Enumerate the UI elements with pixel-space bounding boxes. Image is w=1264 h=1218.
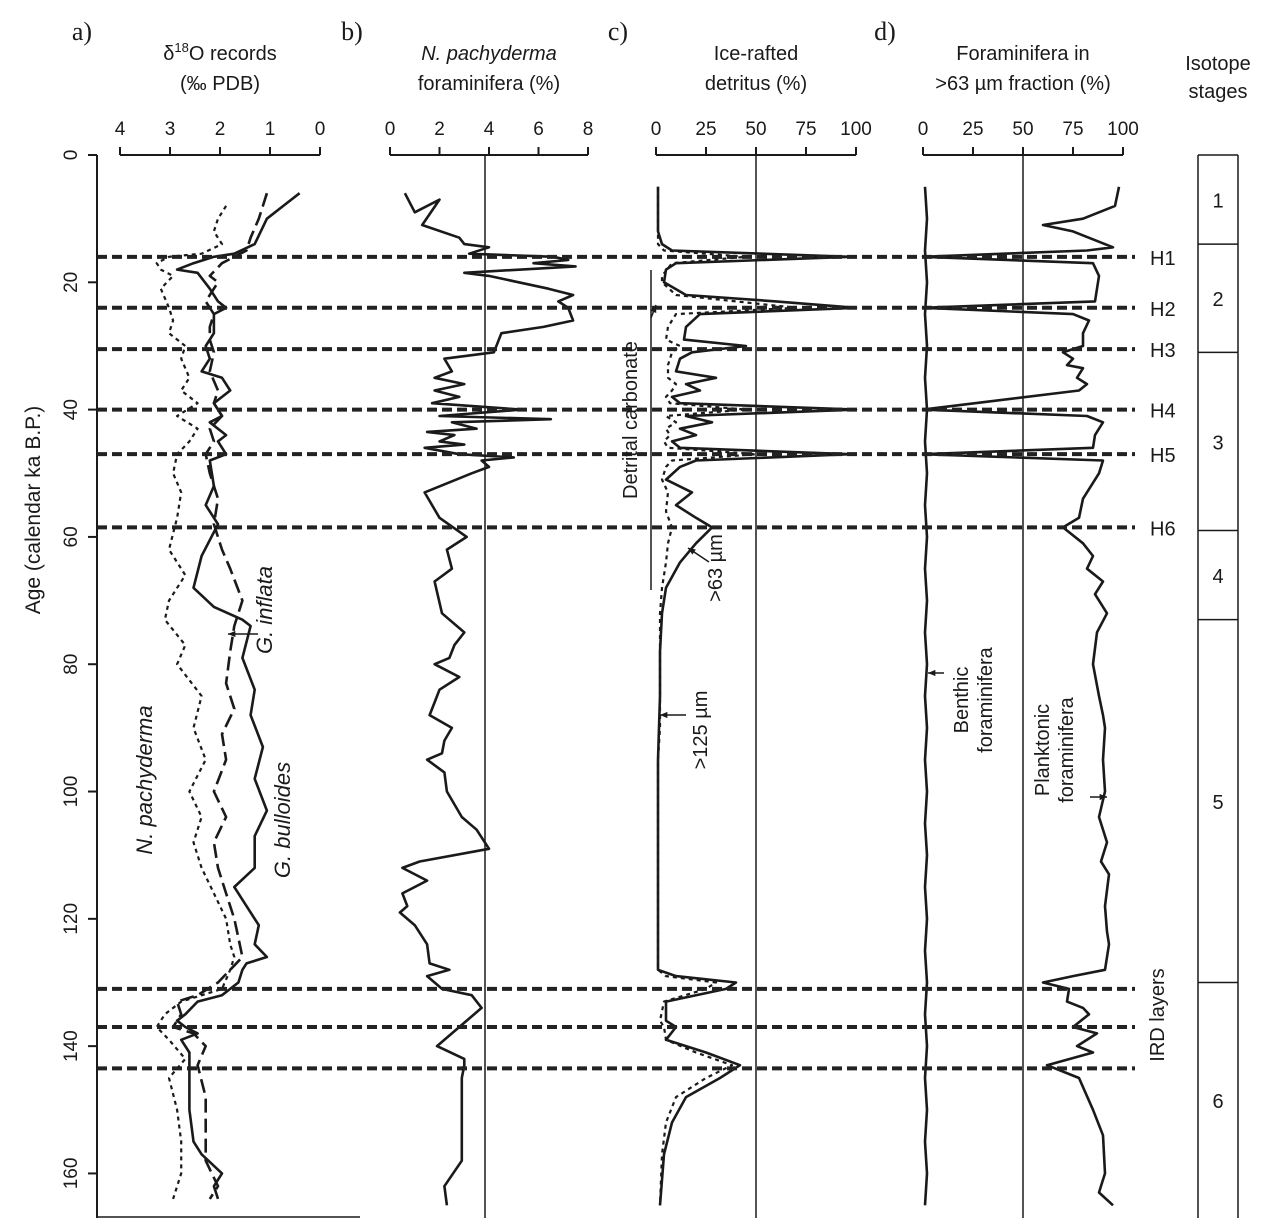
heinrich-label: H6	[1150, 518, 1176, 540]
panel-title-line1: Foraminifera in	[956, 43, 1089, 65]
label-g-inflata: G. inflata	[252, 566, 277, 654]
x-tick-label: 25	[962, 119, 983, 140]
x-tick-label: 0	[385, 119, 396, 140]
heinrich-label: H1	[1150, 248, 1176, 270]
x-tick-label: 1	[265, 119, 276, 140]
series-line--125-m	[656, 186, 798, 1206]
label-gt125um: >125 µm	[690, 691, 712, 770]
panel-letter: a)	[72, 17, 92, 46]
arrow-gt63um-head	[688, 548, 696, 555]
isotope-header-line1: Isotope	[1185, 53, 1251, 75]
panel-b	[389, 147, 589, 156]
heinrich-label: H3	[1150, 340, 1176, 362]
series-line-n-pachyderma	[155, 205, 236, 1200]
x-tick-label: 3	[165, 119, 176, 140]
y-tick-label: 0	[61, 150, 82, 161]
label-n-pachyderma: N. pachyderma	[132, 705, 157, 854]
stage-label: 6	[1212, 1091, 1223, 1113]
series-line-n-pachyderma	[398, 192, 577, 1206]
arrow-g-inflata-head	[228, 630, 236, 638]
label-benthic-line1: Benthic	[951, 667, 973, 734]
x-tick-label: 0	[651, 119, 662, 140]
panel-title-line1: Ice-rafted	[714, 43, 798, 65]
y-tick-label: 60	[61, 526, 82, 547]
panel-title-line2: (‰ PDB)	[180, 73, 260, 95]
y-tick-label: 80	[61, 654, 82, 675]
label-g-bulloides: G. bulloides	[270, 762, 295, 878]
label-gt63um: >63 µm	[705, 534, 727, 602]
series-line-g-bulloides	[175, 192, 301, 1200]
y-tick-label: 140	[61, 1030, 82, 1062]
label-ird-layers: IRD layers	[1147, 968, 1169, 1061]
panel-letter: d)	[874, 17, 896, 46]
panel-c	[655, 147, 857, 156]
y-tick-label: 40	[61, 399, 82, 420]
panel-title-line2: detritus (%)	[705, 73, 807, 95]
stage-label: 3	[1212, 432, 1223, 454]
arrow-detrital-carbonate-head	[650, 305, 657, 313]
stage-label: 4	[1212, 566, 1223, 588]
panel-title-line2: foraminifera (%)	[418, 73, 560, 95]
arrow-planktonic-head	[1099, 793, 1107, 801]
x-tick-label: 100	[840, 119, 872, 140]
series-line-benthic-foraminifera	[923, 186, 929, 1206]
x-tick-label: 2	[215, 119, 226, 140]
y-tick-label: 120	[61, 903, 82, 935]
panel-title-line2: >63 µm fraction (%)	[935, 73, 1110, 95]
heinrich-label: H5	[1150, 445, 1176, 467]
panel-title-line1: N. pachyderma	[421, 43, 557, 65]
x-tick-label: 50	[1012, 119, 1033, 140]
isotope-header-line2: stages	[1189, 81, 1248, 103]
y-tick-label: 20	[61, 272, 82, 293]
x-tick-label: 0	[918, 119, 929, 140]
label-planktonic-line1: Planktonic	[1032, 704, 1054, 796]
stage-label: 5	[1212, 792, 1223, 814]
panel-letter: c)	[608, 17, 628, 46]
x-tick-label: 50	[745, 119, 766, 140]
heinrich-label: H4	[1150, 401, 1176, 423]
arrow-benthic-head	[928, 669, 936, 677]
x-tick-label: 4	[484, 119, 495, 140]
series-line-g-inflata	[171, 192, 269, 1200]
label-detrital-carbonate: Detrital carbonate	[620, 341, 642, 499]
panel-a	[119, 147, 321, 156]
series-line--63-m	[656, 186, 858, 1206]
heinrich-label: H2	[1150, 299, 1176, 321]
panel-d	[922, 147, 1124, 156]
label-planktonic-line2: foraminifera	[1056, 696, 1078, 802]
x-tick-label: 75	[795, 119, 816, 140]
stage-label: 2	[1212, 289, 1223, 311]
x-tick-label: 2	[434, 119, 445, 140]
x-tick-label: 4	[115, 119, 126, 140]
arrow-gt125um-head	[660, 711, 668, 719]
x-tick-label: 6	[533, 119, 544, 140]
panel-letter: b)	[341, 17, 363, 46]
y-tick-label: 100	[61, 776, 82, 808]
label-benthic-line2: foraminifera	[975, 646, 997, 752]
y-axis-title: Age (calendar ka B.P.)	[22, 406, 45, 615]
panel-title-line1: δ18O records	[163, 40, 276, 65]
x-tick-label: 0	[315, 119, 326, 140]
x-tick-label: 75	[1062, 119, 1083, 140]
x-tick-label: 25	[695, 119, 716, 140]
x-tick-label: 100	[1107, 119, 1139, 140]
stage-label: 1	[1212, 191, 1223, 213]
x-tick-label: 8	[583, 119, 594, 140]
y-tick-label: 160	[61, 1158, 82, 1190]
